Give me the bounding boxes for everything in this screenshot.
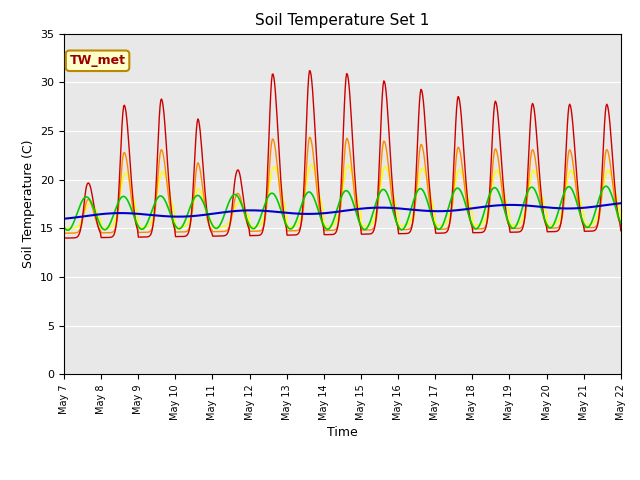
SoilT1_32 bbox=[214, 210, 221, 216]
SoilT1_32 bbox=[410, 207, 418, 213]
Line: SoilT1_04: SoilT1_04 bbox=[64, 137, 621, 233]
SoilT1_02 bbox=[428, 202, 435, 208]
Line: SoilT1_08: SoilT1_08 bbox=[64, 165, 621, 228]
SoilT1_16 bbox=[60, 224, 68, 230]
SoilT1_16 bbox=[617, 220, 625, 226]
SoilT1_04 bbox=[184, 228, 192, 233]
SoilT1_08 bbox=[307, 162, 315, 168]
SoilT1_04 bbox=[70, 230, 78, 236]
Legend: SoilT1_02, SoilT1_04, SoilT1_08, SoilT1_16, SoilT1_32: SoilT1_02, SoilT1_04, SoilT1_08, SoilT1_… bbox=[133, 475, 552, 480]
SoilT1_16 bbox=[185, 208, 193, 214]
SoilT1_08 bbox=[184, 220, 192, 226]
SoilT1_04 bbox=[60, 230, 68, 236]
SoilT1_32 bbox=[617, 200, 625, 206]
SoilT1_02 bbox=[70, 235, 78, 241]
SoilT1_08 bbox=[411, 202, 419, 207]
SoilT1_08 bbox=[617, 221, 625, 227]
SoilT1_08 bbox=[60, 226, 68, 231]
Y-axis label: Soil Temperature (C): Soil Temperature (C) bbox=[22, 140, 35, 268]
SoilT1_16 bbox=[411, 194, 419, 200]
X-axis label: Time: Time bbox=[327, 426, 358, 439]
Line: SoilT1_16: SoilT1_16 bbox=[64, 186, 621, 230]
SoilT1_02 bbox=[214, 233, 221, 239]
Text: TW_met: TW_met bbox=[70, 54, 125, 67]
Line: SoilT1_02: SoilT1_02 bbox=[64, 71, 621, 238]
SoilT1_32 bbox=[184, 214, 192, 219]
SoilT1_08 bbox=[428, 195, 435, 201]
SoilT1_32 bbox=[127, 211, 135, 216]
SoilT1_32 bbox=[70, 215, 78, 220]
SoilT1_08 bbox=[70, 225, 78, 231]
SoilT1_02 bbox=[127, 177, 135, 183]
SoilT1_02 bbox=[617, 228, 625, 234]
SoilT1_04 bbox=[617, 225, 625, 230]
SoilT1_08 bbox=[127, 186, 135, 192]
Title: Soil Temperature Set 1: Soil Temperature Set 1 bbox=[255, 13, 429, 28]
SoilT1_02 bbox=[60, 235, 68, 241]
SoilT1_16 bbox=[428, 211, 435, 216]
SoilT1_04 bbox=[306, 134, 314, 140]
SoilT1_16 bbox=[602, 183, 610, 189]
SoilT1_16 bbox=[64, 228, 72, 233]
SoilT1_04 bbox=[428, 210, 435, 216]
SoilT1_02 bbox=[306, 68, 314, 73]
SoilT1_16 bbox=[71, 216, 79, 222]
SoilT1_02 bbox=[411, 196, 419, 202]
SoilT1_32 bbox=[60, 216, 68, 222]
SoilT1_08 bbox=[214, 224, 221, 230]
Line: SoilT1_32: SoilT1_32 bbox=[64, 203, 621, 219]
SoilT1_32 bbox=[426, 208, 434, 214]
SoilT1_16 bbox=[214, 225, 222, 230]
SoilT1_04 bbox=[127, 195, 135, 201]
SoilT1_04 bbox=[411, 206, 419, 212]
SoilT1_04 bbox=[214, 229, 221, 235]
SoilT1_02 bbox=[184, 231, 192, 237]
SoilT1_16 bbox=[128, 208, 136, 214]
